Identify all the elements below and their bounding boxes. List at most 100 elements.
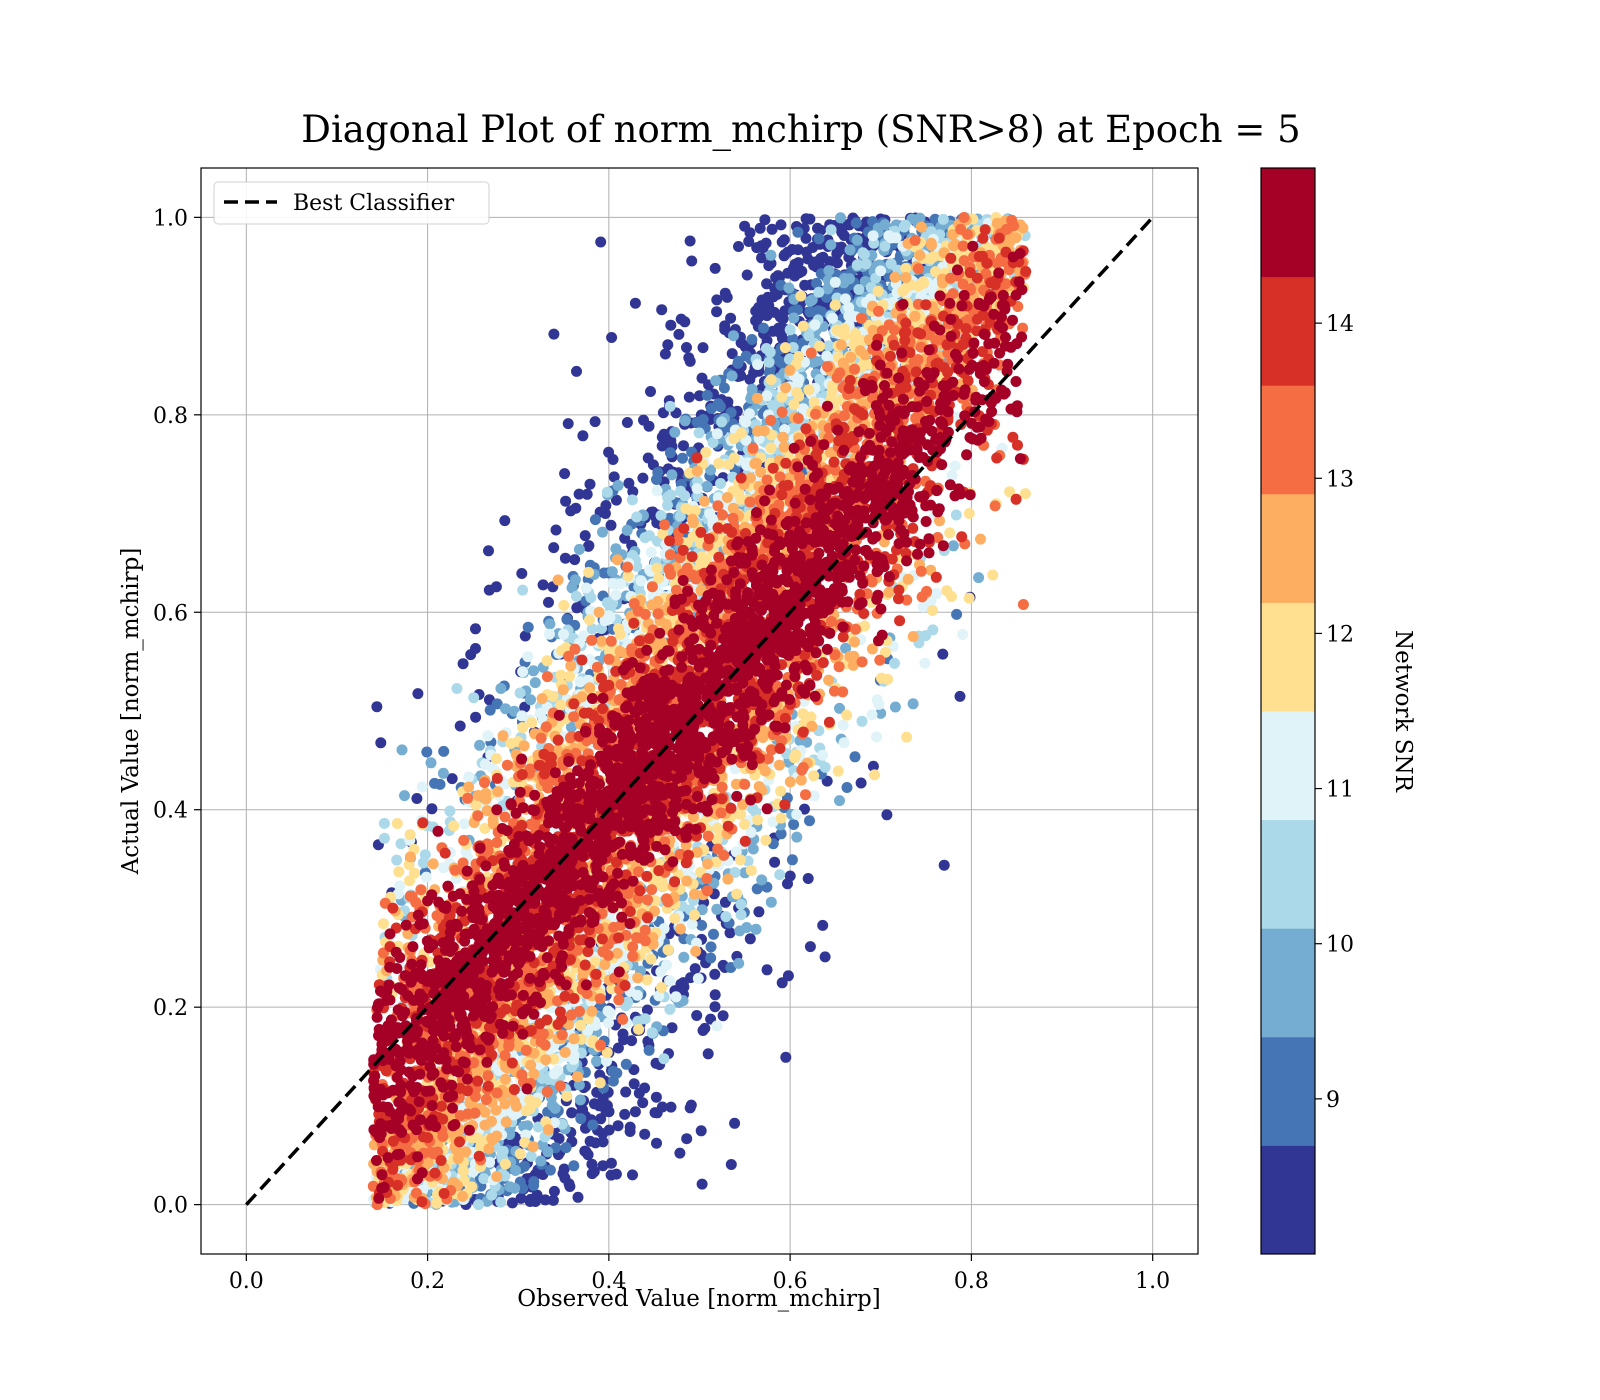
scatter-point bbox=[468, 692, 480, 704]
scatter-point bbox=[582, 540, 594, 552]
scatter-point bbox=[726, 348, 738, 360]
scatter-point bbox=[651, 474, 662, 485]
scatter-point bbox=[514, 687, 526, 699]
scatter-point bbox=[610, 1168, 622, 1180]
scatter-point bbox=[621, 417, 633, 428]
scatter-point bbox=[817, 749, 829, 761]
scatter-point bbox=[569, 574, 581, 586]
scatter-point bbox=[529, 1196, 541, 1207]
scatter-point bbox=[546, 1099, 558, 1111]
scatter-point bbox=[752, 814, 764, 826]
scatter-point bbox=[973, 572, 985, 584]
scatter-point bbox=[594, 1077, 606, 1089]
scatter-point bbox=[889, 701, 901, 713]
scatter-point bbox=[454, 720, 466, 732]
scatter-point bbox=[869, 769, 880, 781]
scatter-point bbox=[950, 509, 962, 521]
scatter-point bbox=[825, 239, 837, 251]
scatter-point bbox=[681, 1133, 693, 1145]
scatter-point bbox=[613, 623, 624, 634]
scatter-point bbox=[850, 217, 862, 229]
scatter-point bbox=[762, 303, 774, 315]
scatter-point bbox=[899, 219, 911, 231]
scatter-point bbox=[597, 1160, 609, 1172]
scatter-point bbox=[474, 739, 486, 751]
scatter-point bbox=[470, 711, 482, 723]
scatter-point bbox=[823, 674, 835, 686]
scatter-point bbox=[628, 1078, 640, 1090]
scatter-point bbox=[744, 933, 756, 945]
scatter-point bbox=[686, 255, 698, 267]
scatter-point bbox=[651, 485, 663, 497]
scatter-point bbox=[377, 918, 389, 930]
scatter-point bbox=[1019, 488, 1031, 500]
scatter-point bbox=[685, 1099, 697, 1111]
scatter-point bbox=[581, 488, 593, 500]
scatter-point bbox=[378, 832, 390, 844]
scatter-point bbox=[597, 1136, 609, 1148]
scatter-point bbox=[808, 770, 820, 782]
scatter-point bbox=[705, 941, 717, 953]
scatter-point bbox=[631, 511, 643, 523]
scatter-point bbox=[629, 1106, 641, 1118]
scatter-point bbox=[466, 1181, 478, 1193]
scatter-point bbox=[728, 433, 740, 444]
scatter-point bbox=[659, 348, 671, 360]
scatter-point bbox=[739, 220, 751, 232]
scatter-point bbox=[437, 862, 449, 874]
scatter-point bbox=[765, 249, 777, 261]
scatter-point bbox=[809, 256, 821, 268]
scatter-point bbox=[776, 321, 788, 333]
scatter-point bbox=[760, 237, 772, 249]
scatter-point bbox=[857, 247, 869, 259]
scatter-point bbox=[658, 1053, 670, 1065]
scatter-point bbox=[541, 655, 553, 667]
scatter-point bbox=[677, 977, 689, 989]
scatter-point bbox=[517, 666, 529, 678]
scatter-point bbox=[642, 452, 654, 464]
scatter-point bbox=[611, 554, 623, 566]
scatter-point bbox=[775, 785, 787, 797]
scatter-point bbox=[776, 236, 788, 248]
scatter-point bbox=[516, 710, 528, 722]
scatter-point bbox=[957, 629, 969, 640]
scatter-point bbox=[804, 815, 815, 827]
scatter-point bbox=[715, 478, 727, 489]
scatter-point bbox=[645, 546, 657, 558]
scatter-point bbox=[571, 602, 583, 614]
scatter-point bbox=[678, 951, 690, 963]
scatter-point bbox=[650, 1091, 662, 1103]
scatter-point bbox=[621, 524, 633, 536]
scatter-point bbox=[792, 226, 804, 238]
scatter-point bbox=[837, 719, 849, 731]
scatter-point bbox=[606, 332, 618, 343]
scatter-point bbox=[470, 643, 481, 654]
scatter-point bbox=[565, 660, 577, 672]
scatter-point bbox=[633, 1023, 645, 1035]
scatter-point bbox=[528, 665, 539, 677]
scatter-point bbox=[793, 373, 805, 385]
scatter-point bbox=[580, 582, 592, 594]
scatter-point bbox=[813, 286, 825, 298]
scatter-point bbox=[804, 213, 816, 225]
scatter-point bbox=[832, 765, 844, 777]
scatter-point bbox=[457, 1165, 469, 1177]
scatter-point bbox=[738, 415, 750, 427]
scatter-point bbox=[776, 391, 788, 403]
scatter-point bbox=[679, 490, 691, 502]
scatter-point bbox=[641, 1004, 653, 1016]
scatter-point bbox=[723, 459, 735, 470]
scatter-point bbox=[856, 715, 868, 727]
scatter-point bbox=[620, 1058, 632, 1070]
scatter-point bbox=[522, 621, 534, 633]
scatter-point bbox=[649, 1107, 661, 1119]
scatter-point bbox=[761, 390, 773, 402]
scatter-point bbox=[624, 1126, 636, 1137]
scatter-point bbox=[540, 1054, 552, 1066]
scatter-point bbox=[734, 925, 746, 937]
scatter-point bbox=[889, 657, 900, 669]
scatter-point bbox=[559, 468, 571, 480]
scatter-point bbox=[559, 1172, 571, 1184]
scatter-point bbox=[561, 1090, 573, 1102]
scatter-point bbox=[909, 310, 921, 322]
